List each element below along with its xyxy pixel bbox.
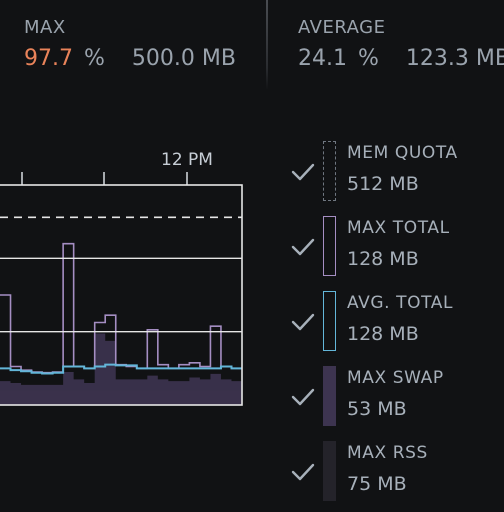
stats-divider <box>266 0 268 90</box>
legend-value: 53 MB <box>347 398 407 420</box>
check-icon[interactable] <box>290 234 316 260</box>
legend-value: 75 MB <box>347 473 407 495</box>
memory-chart: 12 PM <box>0 150 243 406</box>
average-memory: 123.3 MB <box>405 46 504 71</box>
max-percent-value: 97.7 <box>24 46 73 71</box>
swap-layer <box>0 333 242 405</box>
legend-swatch <box>323 366 336 426</box>
max-total-layer <box>0 242 242 374</box>
legend-name: MAX TOTAL <box>347 218 450 238</box>
check-icon[interactable] <box>290 384 316 410</box>
legend-item-max-rss[interactable]: MAX RSS 75 MB <box>290 441 504 503</box>
grid-layer <box>0 184 243 406</box>
plot-frame <box>0 184 243 406</box>
average-percent-value: 24.1 <box>298 46 347 71</box>
legend-name: MAX RSS <box>347 443 428 463</box>
legend-swatch <box>323 441 336 501</box>
legend-name: MAX SWAP <box>347 368 444 388</box>
legend-item-mem-quota[interactable]: MEM QUOTA 512 MB <box>290 141 504 203</box>
max-swap-area <box>0 333 242 405</box>
average-label: AVERAGE <box>298 17 386 38</box>
max-total-line <box>0 242 242 374</box>
legend-item-avg-total[interactable]: AVG. TOTAL 128 MB <box>290 291 504 353</box>
max-percent-unit: % <box>83 46 105 71</box>
check-icon[interactable] <box>290 459 316 485</box>
legend-name: MEM QUOTA <box>347 143 458 163</box>
average-percent-unit: % <box>357 46 379 71</box>
legend-item-max-total[interactable]: MAX TOTAL 128 MB <box>290 216 504 278</box>
legend-swatch <box>323 141 336 201</box>
legend-value: 128 MB <box>347 248 419 270</box>
max-label: MAX <box>24 17 66 38</box>
legend-item-max-swap[interactable]: MAX SWAP 53 MB <box>290 366 504 428</box>
time-ticks <box>21 172 188 185</box>
legend-value: 128 MB <box>347 323 419 345</box>
average-values: 24.1 % 123.3 MB <box>298 46 504 71</box>
avg-total-line <box>0 363 242 375</box>
check-icon[interactable] <box>290 159 316 185</box>
legend-name: AVG. TOTAL <box>347 293 454 313</box>
check-icon[interactable] <box>290 309 316 335</box>
time-axis-label: 12 PM <box>161 150 213 170</box>
avg-total-layer <box>0 363 242 375</box>
max-memory: 500.0 MB <box>131 46 236 71</box>
legend-swatch <box>323 291 336 351</box>
max-values: 97.7 % 500.0 MB <box>24 46 236 71</box>
legend-value: 512 MB <box>347 173 419 195</box>
legend-swatch <box>323 216 336 276</box>
plot-area <box>0 184 243 406</box>
